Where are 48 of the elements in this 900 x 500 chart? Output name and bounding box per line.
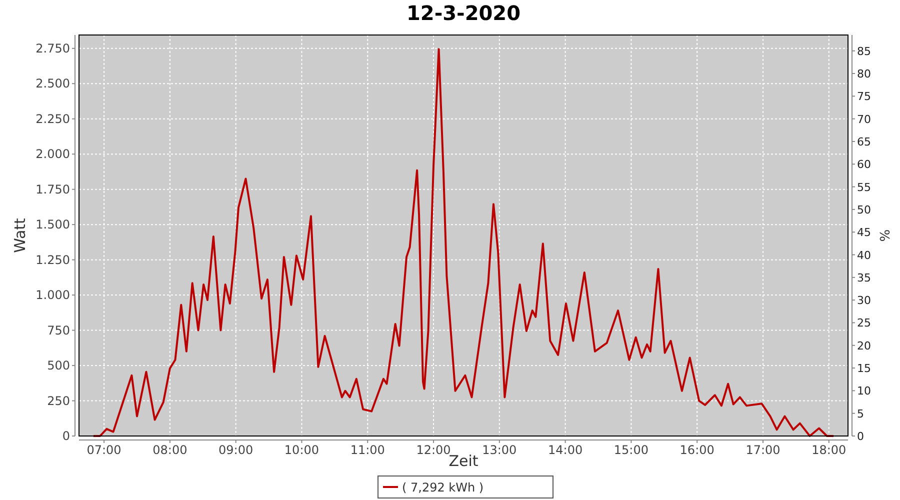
y-tick-label: 2.500 xyxy=(36,76,70,91)
y-tick-label: 1.000 xyxy=(36,288,70,302)
x-tick-label: 14:00 xyxy=(548,443,583,457)
y-tick-label: 500 xyxy=(47,358,70,373)
x-tick-label: 15:00 xyxy=(614,443,648,457)
x-tick-label: 10:00 xyxy=(284,443,320,457)
y2-tick-label: 50 xyxy=(857,203,871,216)
x-tick-label: 11:00 xyxy=(350,443,385,457)
y2-tick-label: 20 xyxy=(857,339,871,352)
y2-tick-label: 10 xyxy=(857,384,871,398)
y-tick-label: 750 xyxy=(47,323,70,338)
line-series xyxy=(92,48,835,437)
y2-tick-label: 75 xyxy=(857,90,871,104)
y2-tick-label: 85 xyxy=(857,44,871,58)
y2-tick-label: 45 xyxy=(857,226,871,240)
y2-tick-label: 65 xyxy=(857,135,871,148)
y2-tick-label: 60 xyxy=(857,158,871,172)
y2-tick-label: 55 xyxy=(857,180,871,194)
x-tick-label: 09:00 xyxy=(218,443,254,457)
y2-tick-label: 0 xyxy=(857,430,864,443)
y2-tick-label: 15 xyxy=(857,362,871,376)
y-tick-label: 2.000 xyxy=(36,147,70,162)
chart-title: 12-3-2020 xyxy=(406,1,521,25)
x-tick-label: 18:00 xyxy=(812,443,846,457)
y2-tick-label: 25 xyxy=(857,316,871,330)
y2-tick-label: 30 xyxy=(857,294,871,308)
y-tick-label: 2.250 xyxy=(36,112,70,126)
x-tick-label: 08:00 xyxy=(152,443,188,457)
y-tick-label: 0 xyxy=(62,429,70,443)
y2-tick-label: 35 xyxy=(857,271,871,284)
x-tick-label: 07:00 xyxy=(86,443,122,457)
x-axis-title: Zeit xyxy=(448,452,478,470)
y-tick-label: 1.750 xyxy=(36,182,70,196)
y-tick-label: 1.500 xyxy=(36,218,70,232)
y-tick-label: 1.250 xyxy=(36,252,70,267)
x-tick-label: 12:00 xyxy=(416,443,451,457)
y2-axis-title: % xyxy=(876,229,891,242)
y-axis-title: Watt xyxy=(11,218,29,253)
y2-tick-label: 5 xyxy=(857,407,864,420)
y-tick-label: 250 xyxy=(47,394,70,408)
x-tick-label: 16:00 xyxy=(680,443,714,457)
y2-tick-label: 80 xyxy=(857,68,871,81)
y-tick-label: 2.750 xyxy=(36,41,70,56)
y2-tick-label: 40 xyxy=(857,248,871,262)
x-tick-label: 13:00 xyxy=(482,443,517,457)
legend-label: ( 7,292 kWh ) xyxy=(402,480,484,494)
y2-tick-label: 70 xyxy=(857,112,871,126)
x-tick-label: 17:00 xyxy=(746,443,780,457)
